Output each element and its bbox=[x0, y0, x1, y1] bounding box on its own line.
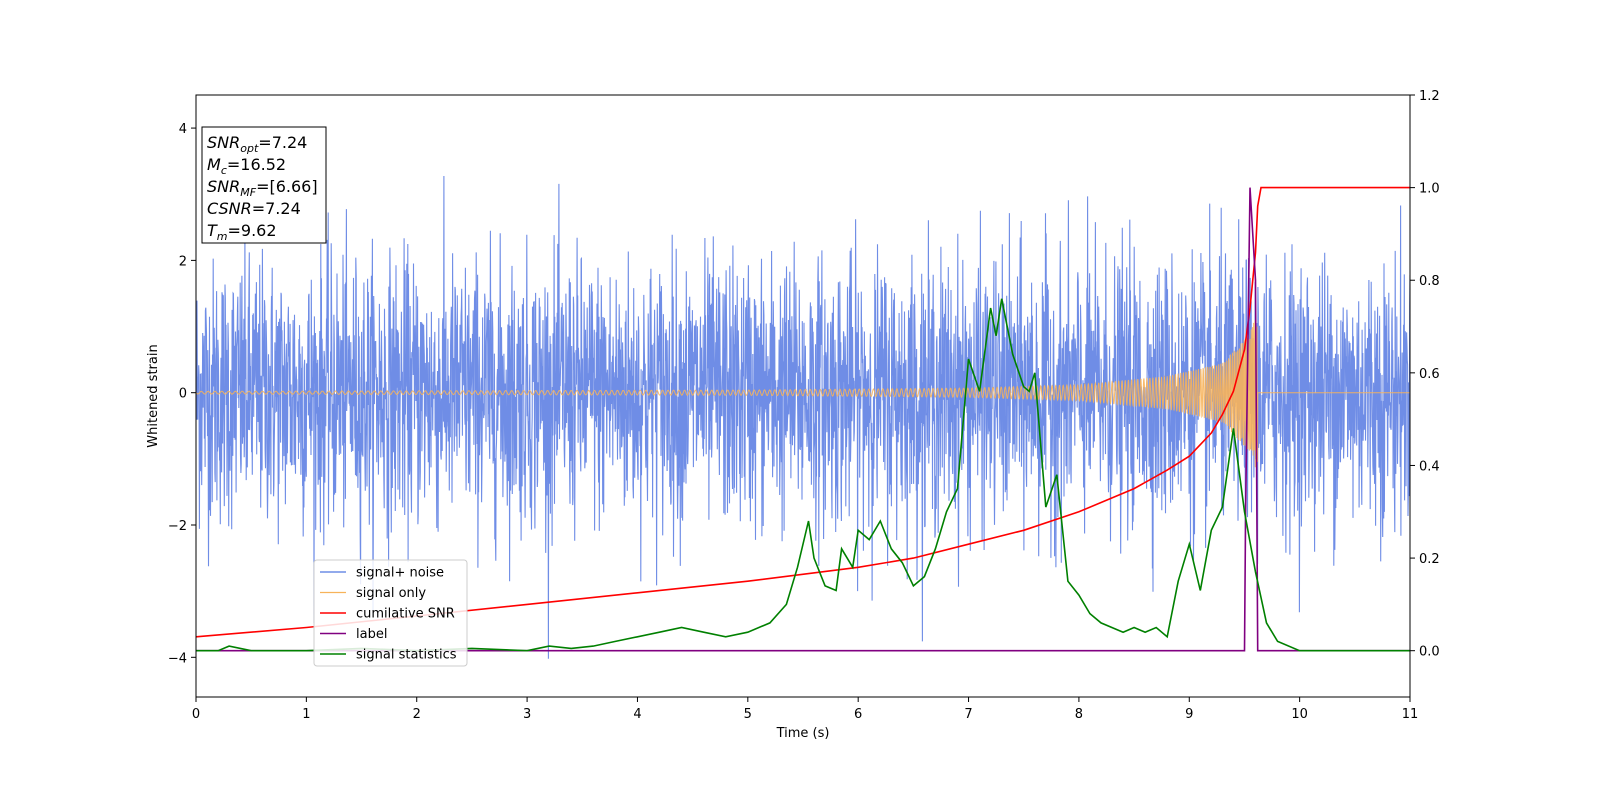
x-tick-label: 1 bbox=[302, 707, 310, 722]
legend: signal+ noise signal only cumilative SNR la… bbox=[313, 559, 468, 667]
x-tick-label: 2 bbox=[413, 707, 421, 722]
y-right-tick-label: 0.4 bbox=[1419, 459, 1440, 474]
legend-frame bbox=[313, 559, 468, 667]
plot-area bbox=[196, 175, 1410, 659]
x-tick-label: 7 bbox=[964, 707, 972, 722]
series-signal-only bbox=[196, 320, 1410, 468]
x-axis-ticks: 0 1 2 3 4 5 6 7 8 9 10 11 bbox=[192, 697, 1418, 722]
annotation-line: Mc=16.52 bbox=[207, 155, 286, 177]
legend-entry-label: cumilative SNR bbox=[356, 607, 455, 622]
annotation-line: CSNR=7.24 bbox=[207, 199, 301, 218]
legend-entry-label: signal statistics bbox=[356, 648, 457, 663]
series-signal-statistics bbox=[196, 298, 1410, 652]
y-left-tick-label: 4 bbox=[179, 122, 187, 137]
y-right-axis-ticks: 1.2 1.0 0.8 0.6 0.4 0.2 0.0 bbox=[1410, 89, 1440, 660]
axes-frame bbox=[195, 94, 1411, 698]
annotation-frame bbox=[201, 126, 327, 244]
annotation-line: SNRopt=7.24 bbox=[207, 133, 307, 155]
y-right-tick-label: 0.2 bbox=[1419, 552, 1440, 567]
x-axis-label: Time (s) bbox=[776, 726, 830, 741]
y-axis-label: Whitened strain bbox=[146, 344, 161, 447]
series-cumulative-snr bbox=[196, 186, 1410, 638]
annotation-box: SNRopt=7.24Mc=16.52SNRMF=[6.66]CSNR=7.24… bbox=[201, 126, 327, 244]
series-signal-noise bbox=[196, 175, 1410, 659]
x-tick-label: 10 bbox=[1291, 707, 1308, 722]
y-right-tick-label: 0.6 bbox=[1419, 367, 1440, 382]
y-left-tick-label: −2 bbox=[168, 519, 187, 534]
x-tick-label: 0 bbox=[192, 707, 200, 722]
legend-entry-label: label bbox=[356, 627, 387, 642]
x-tick-label: 6 bbox=[854, 707, 862, 722]
y-right-tick-label: 0.0 bbox=[1419, 645, 1440, 660]
y-left-tick-label: 2 bbox=[179, 254, 187, 269]
annotation-line: Tm=9.62 bbox=[207, 221, 277, 243]
x-tick-label: 8 bbox=[1075, 707, 1083, 722]
x-tick-label: 11 bbox=[1402, 707, 1419, 722]
x-tick-label: 9 bbox=[1185, 707, 1193, 722]
y-right-tick-label: 0.8 bbox=[1419, 274, 1440, 289]
legend-entry-label: signal+ noise bbox=[356, 566, 444, 581]
series-layer bbox=[196, 175, 1410, 659]
series-label bbox=[196, 187, 1410, 652]
x-tick-label: 5 bbox=[744, 707, 752, 722]
y-left-axis-ticks: 4 2 0 −2 −4 bbox=[168, 122, 196, 666]
annotation-line: SNRMF=[6.66] bbox=[207, 177, 318, 199]
y-right-tick-label: 1.2 bbox=[1419, 89, 1440, 104]
x-tick-label: 3 bbox=[523, 707, 531, 722]
legend-entry-label: signal only bbox=[356, 586, 426, 601]
y-left-tick-label: −4 bbox=[168, 651, 187, 666]
y-right-tick-label: 1.0 bbox=[1419, 182, 1440, 197]
x-tick-label: 4 bbox=[633, 707, 641, 722]
y-left-tick-label: 0 bbox=[179, 387, 187, 402]
